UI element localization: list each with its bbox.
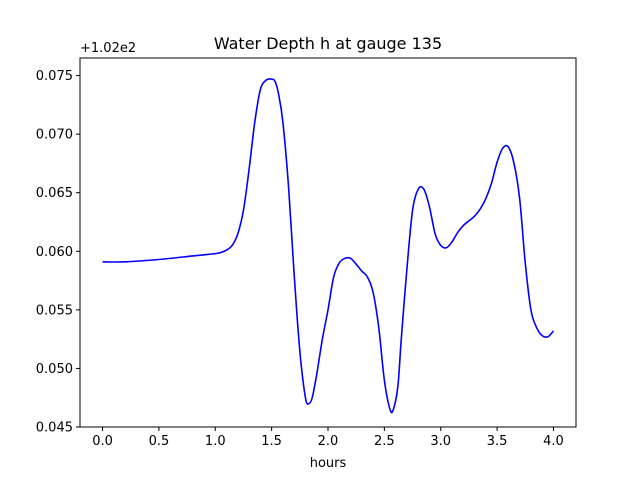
plot-frame (79, 57, 577, 428)
y-tick-label: 0.055 (36, 303, 73, 318)
chart-title: Water Depth h at gauge 135 (214, 34, 442, 53)
x-tick-label: 0.5 (149, 434, 170, 449)
x-axis-label: hours (310, 456, 347, 471)
x-tick-label: 0.0 (92, 434, 113, 449)
x-tick-label: 1.0 (205, 434, 226, 449)
y-tick-label: 0.070 (36, 128, 73, 143)
x-tick-label: 2.5 (374, 434, 395, 449)
y-tick-label: 0.065 (36, 186, 73, 201)
x-tick-label: 3.0 (430, 434, 451, 449)
x-tick-label: 3.5 (487, 434, 508, 449)
y-tick-label: 0.060 (36, 245, 73, 260)
series-line-water-depth (102, 78, 555, 414)
x-tick-label: 1.5 (261, 434, 282, 449)
y-tick-label: 0.050 (36, 362, 73, 377)
x-tick-label: 2.0 (318, 434, 339, 449)
x-tick-label: 4.0 (543, 434, 564, 449)
y-tick-label: 0.045 (36, 421, 73, 436)
y-tick-label: 0.075 (36, 69, 73, 84)
y-offset-label: +1.02e2 (80, 41, 136, 56)
